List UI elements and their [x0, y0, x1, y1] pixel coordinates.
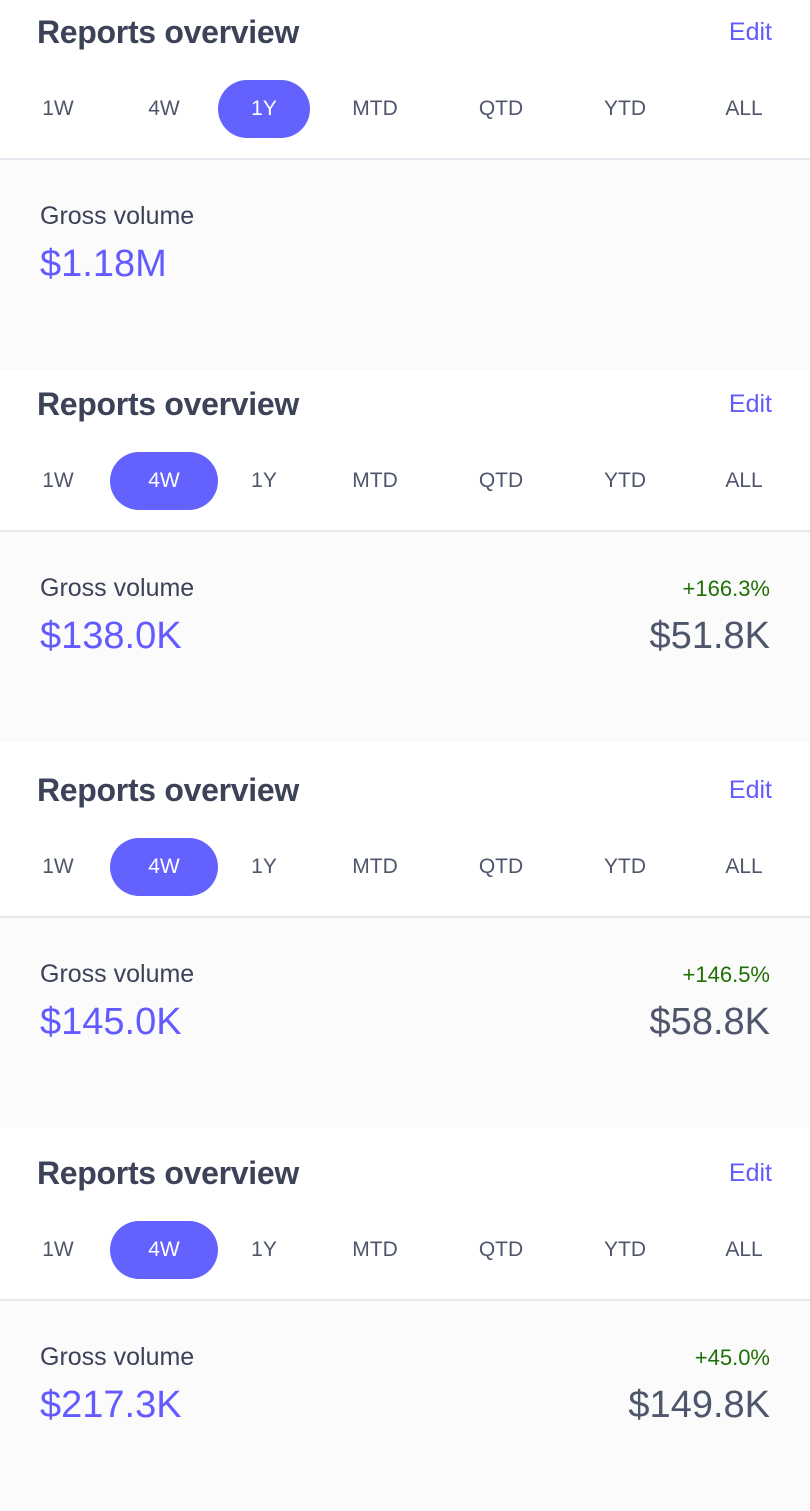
metric-label: Gross volume	[40, 960, 195, 988]
panel-title: Reports overview	[37, 1155, 299, 1191]
metric-previous-value: $51.8K	[649, 615, 770, 657]
metric-change-percent: +166.3%	[682, 576, 770, 601]
tab-mtd[interactable]: MTD	[352, 97, 398, 120]
metric-value: $145.0K	[40, 1001, 182, 1043]
tab-qtd[interactable]: QTD	[478, 469, 524, 492]
edit-link[interactable]: Edit	[728, 1159, 772, 1187]
tab-4w[interactable]: 4W	[110, 838, 218, 896]
tab-mtd[interactable]: MTD	[352, 469, 398, 492]
tab-mtd[interactable]: MTD	[352, 1238, 398, 1261]
metric-card[interactable]: Gross volume $217.3K +45.0% $149.8K	[0, 1301, 810, 1511]
tab-ytd[interactable]: YTD	[604, 97, 646, 120]
period-tabs: 1W 4W 1Y MTD QTD YTD ALL	[0, 838, 810, 896]
tab-qtd[interactable]: QTD	[478, 855, 524, 878]
metric-change-percent: +45.0%	[694, 1345, 770, 1370]
tab-1y[interactable]: 1Y	[251, 855, 277, 878]
metric-value: $138.0K	[40, 615, 182, 657]
period-tabs: 1W 4W 1Y MTD QTD YTD ALL	[0, 452, 810, 510]
panel-title: Reports overview	[37, 14, 299, 50]
tab-1y[interactable]: 1Y	[218, 80, 310, 138]
panel-header: Reports overview Edit 1W 4W 1Y MTD QTD YTD ALL	[0, 0, 810, 160]
tab-1w[interactable]: 1W	[42, 97, 74, 120]
tab-ytd[interactable]: YTD	[604, 1238, 646, 1261]
panel-header: Reports overview Edit 1W 4W 1Y MTD QTD YTD ALL	[0, 1141, 810, 1301]
tab-all[interactable]: ALL	[725, 469, 763, 492]
tab-mtd[interactable]: MTD	[352, 855, 398, 878]
metric-previous-value: $58.8K	[649, 1001, 770, 1043]
tab-all[interactable]: ALL	[725, 1238, 763, 1261]
panel-header: Reports overview Edit 1W 4W 1Y MTD QTD YTD ALL	[0, 758, 810, 918]
metric-label: Gross volume	[40, 1343, 195, 1371]
tab-qtd[interactable]: QTD	[478, 1238, 524, 1261]
tab-4w[interactable]: 4W	[110, 1221, 218, 1279]
metric-value: $217.3K	[40, 1384, 182, 1426]
edit-link[interactable]: Edit	[728, 776, 772, 804]
metric-change-percent: +146.5%	[682, 962, 770, 987]
tab-ytd[interactable]: YTD	[604, 855, 646, 878]
panel-header: Reports overview Edit 1W 4W 1Y MTD QTD YTD ALL	[0, 372, 810, 532]
tab-1w[interactable]: 1W	[42, 855, 74, 878]
tab-4w[interactable]: 4W	[110, 452, 218, 510]
tab-qtd[interactable]: QTD	[478, 97, 524, 120]
tab-1w[interactable]: 1W	[42, 1238, 74, 1261]
period-tabs: 1W 4W 1Y MTD QTD YTD ALL	[0, 1221, 810, 1279]
tab-ytd[interactable]: YTD	[604, 469, 646, 492]
tab-1w[interactable]: 1W	[42, 469, 74, 492]
metric-card[interactable]: Gross volume $145.0K +146.5% $58.8K	[0, 918, 810, 1128]
metric-value: $1.18M	[40, 243, 167, 285]
tab-all[interactable]: ALL	[725, 855, 763, 878]
metric-card[interactable]: Gross volume $1.18M	[0, 160, 810, 370]
metric-label: Gross volume	[40, 574, 195, 602]
tab-1y[interactable]: 1Y	[251, 1238, 277, 1261]
metric-label: Gross volume	[40, 202, 195, 230]
metric-card[interactable]: Gross volume $138.0K +166.3% $51.8K	[0, 532, 810, 742]
tab-4w[interactable]: 4W	[148, 97, 180, 120]
metric-previous-value: $149.8K	[628, 1384, 770, 1426]
panel-title: Reports overview	[37, 772, 299, 808]
edit-link[interactable]: Edit	[728, 390, 772, 418]
panel-title: Reports overview	[37, 386, 299, 422]
tab-all[interactable]: ALL	[725, 97, 763, 120]
edit-link[interactable]: Edit	[728, 18, 772, 46]
period-tabs: 1W 4W 1Y MTD QTD YTD ALL	[0, 80, 810, 138]
tab-1y[interactable]: 1Y	[251, 469, 277, 492]
